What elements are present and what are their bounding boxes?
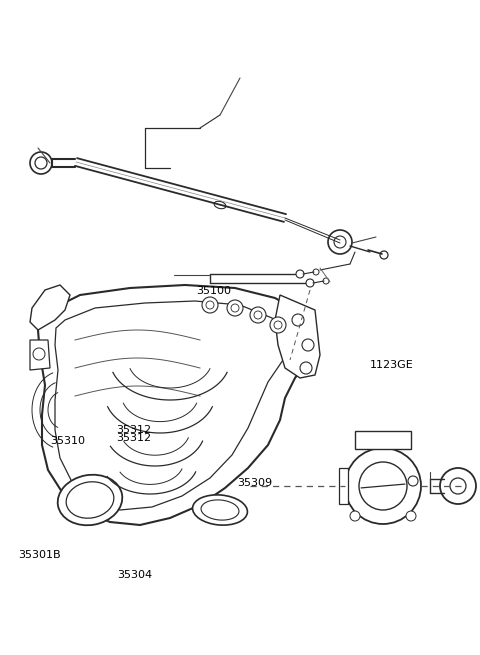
Circle shape	[254, 311, 262, 319]
Circle shape	[408, 476, 418, 486]
Circle shape	[300, 362, 312, 374]
Circle shape	[380, 251, 388, 259]
Polygon shape	[275, 295, 320, 378]
Circle shape	[313, 269, 319, 275]
Circle shape	[328, 230, 352, 254]
Circle shape	[450, 478, 466, 494]
Circle shape	[231, 304, 239, 312]
Circle shape	[302, 339, 314, 351]
Circle shape	[292, 314, 304, 326]
Text: 35304: 35304	[118, 570, 153, 580]
Circle shape	[334, 236, 346, 248]
Circle shape	[406, 511, 416, 521]
Ellipse shape	[201, 500, 239, 520]
Circle shape	[202, 297, 218, 313]
Polygon shape	[55, 301, 288, 510]
Circle shape	[227, 300, 243, 316]
Ellipse shape	[192, 495, 247, 525]
Ellipse shape	[214, 201, 226, 209]
Circle shape	[270, 317, 286, 333]
Text: 1123GE: 1123GE	[370, 360, 413, 371]
Circle shape	[206, 301, 214, 309]
Circle shape	[345, 448, 421, 524]
Ellipse shape	[66, 482, 114, 518]
Circle shape	[359, 462, 407, 510]
Circle shape	[30, 152, 52, 174]
Circle shape	[35, 157, 47, 169]
Circle shape	[274, 321, 282, 329]
Circle shape	[440, 468, 476, 504]
Polygon shape	[355, 431, 411, 449]
Text: 35312: 35312	[117, 424, 152, 435]
Polygon shape	[339, 468, 348, 504]
Ellipse shape	[58, 475, 122, 525]
Text: 35100: 35100	[196, 286, 231, 297]
Circle shape	[442, 482, 450, 490]
Text: 35312: 35312	[117, 432, 152, 443]
Circle shape	[250, 307, 266, 323]
Polygon shape	[30, 340, 50, 370]
Circle shape	[306, 279, 314, 287]
Circle shape	[323, 278, 329, 284]
Polygon shape	[30, 285, 70, 330]
Text: 35310: 35310	[50, 436, 85, 446]
Circle shape	[33, 348, 45, 360]
Text: 35309: 35309	[238, 477, 273, 488]
Text: 35301B: 35301B	[18, 550, 61, 560]
Circle shape	[350, 511, 360, 521]
Polygon shape	[38, 285, 315, 525]
Circle shape	[296, 270, 304, 278]
